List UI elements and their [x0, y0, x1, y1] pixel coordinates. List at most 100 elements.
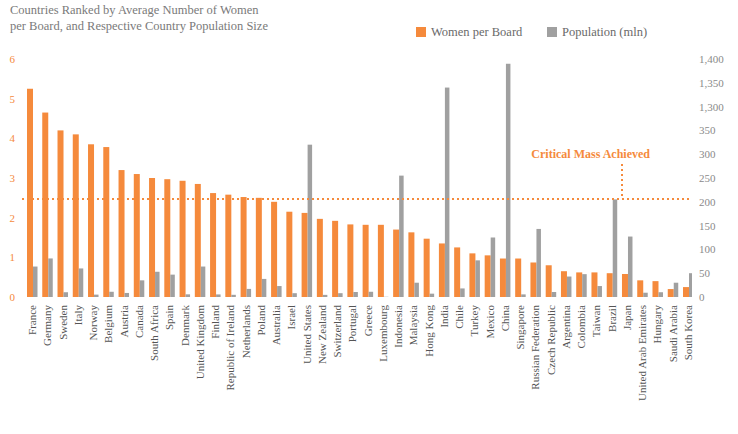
x-tick-label: South Africa — [148, 305, 160, 361]
bar — [186, 294, 191, 297]
bar — [674, 283, 679, 297]
bar — [134, 174, 140, 297]
bar — [262, 279, 267, 297]
x-tick-label: United States — [301, 305, 313, 364]
x-tick-label: Austria — [118, 305, 130, 338]
x-tick-label: Colombia — [575, 305, 587, 349]
bar — [201, 267, 206, 297]
bar — [286, 212, 292, 297]
x-tick-label: Malaysia — [407, 305, 419, 345]
bar — [469, 253, 475, 297]
bar — [79, 268, 84, 297]
x-tick-label: Netherlands — [240, 305, 252, 358]
legend: Women per Board Population (mln) — [416, 25, 647, 39]
legend-label: Population (mln) — [562, 25, 647, 39]
bar — [347, 224, 353, 297]
x-tick-label: New Zealand — [316, 305, 328, 364]
x-tick-label: Luxembourg — [377, 305, 389, 362]
bar — [591, 272, 597, 297]
bar — [414, 283, 419, 297]
bar — [637, 280, 643, 297]
bar — [454, 247, 460, 297]
x-tick-label: India — [438, 305, 450, 328]
y2-tick-label: 0 — [699, 291, 705, 303]
y2-tick-label: 1,300 — [699, 101, 724, 113]
bar — [170, 275, 175, 297]
y2-tick-label: 350 — [699, 124, 716, 136]
bar — [378, 225, 384, 297]
bar — [597, 286, 602, 297]
y2-tick-label: 150 — [699, 220, 716, 232]
bar — [515, 259, 521, 297]
bar — [683, 287, 689, 297]
bar — [582, 274, 587, 297]
x-tick-label: China — [499, 305, 511, 331]
bar — [628, 237, 633, 297]
y-tick-label: 4 — [10, 132, 16, 144]
x-tick-label: Hungary — [651, 305, 663, 344]
bar — [58, 130, 64, 297]
y2-tick-label: 1,350 — [699, 77, 724, 89]
y-tick-label: 1 — [10, 251, 16, 263]
bar — [277, 286, 282, 297]
bar — [338, 293, 343, 297]
bar — [109, 292, 114, 297]
bar — [125, 293, 130, 297]
x-tick-label: Turkey — [468, 305, 480, 337]
bar — [643, 293, 648, 297]
x-tick-label: Denmark — [179, 305, 191, 346]
bar — [546, 265, 552, 297]
x-tick-label: Hong Kong — [423, 305, 435, 357]
bar — [256, 198, 262, 297]
x-tick-label: Indonesia — [392, 305, 404, 348]
bar — [475, 260, 480, 297]
bar — [353, 292, 358, 297]
bar — [241, 197, 247, 297]
x-tick-label: Japan — [621, 305, 633, 331]
bar — [399, 176, 404, 297]
bar — [317, 219, 323, 297]
x-tick-label: Belgium — [102, 305, 114, 343]
bars — [27, 64, 692, 297]
y-tick-label: 6 — [10, 53, 16, 65]
bar — [94, 295, 99, 297]
bar — [491, 238, 496, 298]
y2-tick-label: 1,400 — [699, 53, 724, 65]
x-tick-label: United Arab Emirates — [636, 305, 648, 401]
annotation-line — [22, 198, 690, 200]
bar — [561, 271, 567, 297]
bar — [164, 179, 170, 297]
bar — [552, 292, 557, 297]
bar — [33, 267, 38, 297]
bar — [393, 230, 399, 297]
bar — [195, 184, 201, 297]
bar — [445, 88, 450, 297]
x-tick-label: Finland — [209, 305, 221, 339]
bar — [363, 225, 369, 297]
bar — [576, 272, 582, 297]
x-tick-label: Spain — [163, 305, 175, 331]
bar — [103, 147, 109, 297]
x-tick-label: Argentina — [560, 305, 572, 349]
bar — [27, 89, 33, 297]
legend-label: Women per Board — [431, 25, 523, 39]
y-tick-label: 0 — [10, 291, 16, 303]
bar — [48, 258, 53, 297]
x-tick-label: Canada — [133, 305, 145, 338]
x-tick-label: Saudi Arabia — [667, 305, 679, 362]
x-tick-label: South Korea — [682, 305, 694, 360]
bar — [302, 213, 308, 297]
bar — [140, 280, 145, 297]
bar — [689, 273, 692, 297]
bar — [430, 294, 435, 297]
y-tick-label: 3 — [10, 172, 16, 184]
x-tick-label: Switzerland — [331, 305, 343, 358]
bar — [521, 294, 526, 297]
bar — [210, 193, 216, 297]
x-tick-label: Brazil — [606, 305, 618, 332]
bar — [622, 274, 628, 297]
bar — [506, 64, 511, 297]
bar — [73, 134, 79, 297]
x-tick-label: Norway — [87, 305, 99, 341]
x-tick-label: Greece — [362, 305, 374, 336]
